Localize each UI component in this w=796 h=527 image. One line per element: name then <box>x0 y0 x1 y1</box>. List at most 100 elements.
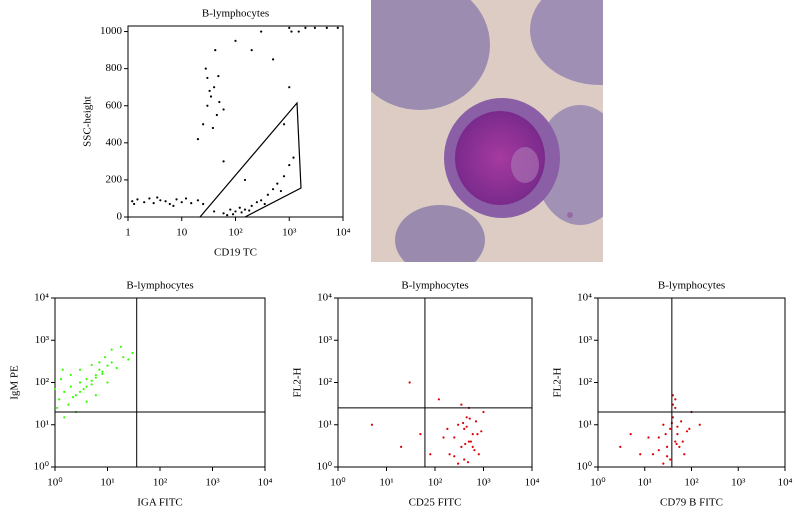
dot <box>325 26 328 29</box>
dot <box>336 26 339 29</box>
x-tick-label: 10¹ <box>638 477 652 489</box>
dot <box>136 198 139 201</box>
y-tick-label: 10⁴ <box>317 292 332 304</box>
y-tick-label: 10³ <box>318 334 333 346</box>
dot <box>462 421 465 425</box>
dot <box>266 193 269 196</box>
dot <box>260 30 263 33</box>
dot <box>222 160 225 163</box>
dot <box>408 381 411 384</box>
x-tick-label: 10⁴ <box>258 477 273 489</box>
dot <box>131 351 134 355</box>
x-tick-label: 10² <box>153 477 168 489</box>
dot <box>131 200 134 203</box>
dot <box>90 363 93 367</box>
dot <box>152 201 155 205</box>
dot <box>292 156 295 159</box>
y-tick-label: 10¹ <box>35 418 49 430</box>
dot <box>313 26 316 29</box>
micrograph <box>371 0 603 262</box>
dot <box>271 58 275 61</box>
dot <box>56 406 59 410</box>
dot <box>282 175 286 178</box>
dot <box>122 355 125 359</box>
x-axis-label: IGA FITC <box>137 497 183 509</box>
dot <box>164 200 167 203</box>
plot-frame <box>337 297 533 468</box>
y-tick-label: 1000 <box>100 25 123 37</box>
dot <box>477 453 480 456</box>
dot <box>460 403 463 406</box>
dot <box>263 202 266 206</box>
x-tick-label: 10¹ <box>100 477 114 489</box>
x-tick-label: 10³ <box>282 227 297 239</box>
x-tick-label: 10⁴ <box>778 477 793 489</box>
dot <box>446 427 449 430</box>
dot <box>465 425 468 428</box>
dot <box>465 416 468 419</box>
x-tick-label: 10⁰ <box>47 477 63 489</box>
y-tick-label: 0 <box>117 211 123 223</box>
dot <box>127 358 130 361</box>
dot <box>457 462 460 465</box>
dot <box>98 361 101 364</box>
dot <box>209 95 213 98</box>
dot <box>119 345 123 348</box>
dot <box>63 390 66 393</box>
y-tick-label: 10⁴ <box>577 292 592 304</box>
dot <box>290 30 293 33</box>
dot <box>639 453 642 456</box>
x-tick-label: 10 <box>176 227 188 239</box>
y-tick-label: 10⁰ <box>317 461 333 473</box>
plot-frame <box>597 297 786 468</box>
dot <box>159 199 162 202</box>
dot <box>674 398 677 401</box>
dot <box>222 108 225 111</box>
dot <box>674 440 677 443</box>
dot <box>101 372 104 375</box>
dot <box>148 197 151 200</box>
dot <box>683 453 686 456</box>
dot <box>399 445 403 448</box>
x-tick-label: 10³ <box>205 477 220 489</box>
y-tick-label: 10³ <box>578 334 593 346</box>
dot <box>468 417 471 420</box>
dot <box>466 461 470 464</box>
y-tick-label: 10² <box>578 376 593 388</box>
y-tick-label: 10⁰ <box>577 461 593 473</box>
dot <box>69 385 72 388</box>
x-tick-label: 10⁰ <box>330 477 346 489</box>
x-tick-label: 10³ <box>476 477 491 489</box>
dot <box>59 378 63 381</box>
dot <box>647 436 650 439</box>
y-axis-label: IgM PE <box>9 365 21 400</box>
dot <box>234 39 237 42</box>
dot <box>688 427 691 430</box>
dot <box>217 74 220 78</box>
dot <box>115 366 118 370</box>
dot <box>85 400 88 403</box>
x-tick-label: 10⁴ <box>336 227 351 239</box>
dot <box>464 442 467 446</box>
dot <box>288 163 291 167</box>
dot <box>215 113 218 117</box>
dot <box>260 199 263 202</box>
dot <box>94 373 97 377</box>
dot <box>619 445 622 448</box>
chart-title: B-lymphocytes <box>126 280 193 292</box>
chart-title: B-lymphocytes <box>401 280 468 292</box>
dot <box>196 138 200 141</box>
dot <box>698 423 701 426</box>
x-tick-label: 1 <box>125 227 131 239</box>
dot <box>78 368 82 371</box>
dot <box>213 210 216 213</box>
dot <box>370 423 374 426</box>
dot <box>463 427 466 430</box>
y-tick-label: 400 <box>106 136 123 148</box>
x-tick-label: 10³ <box>731 477 746 489</box>
dot <box>678 445 681 448</box>
dot <box>94 394 97 397</box>
dot <box>669 458 672 461</box>
